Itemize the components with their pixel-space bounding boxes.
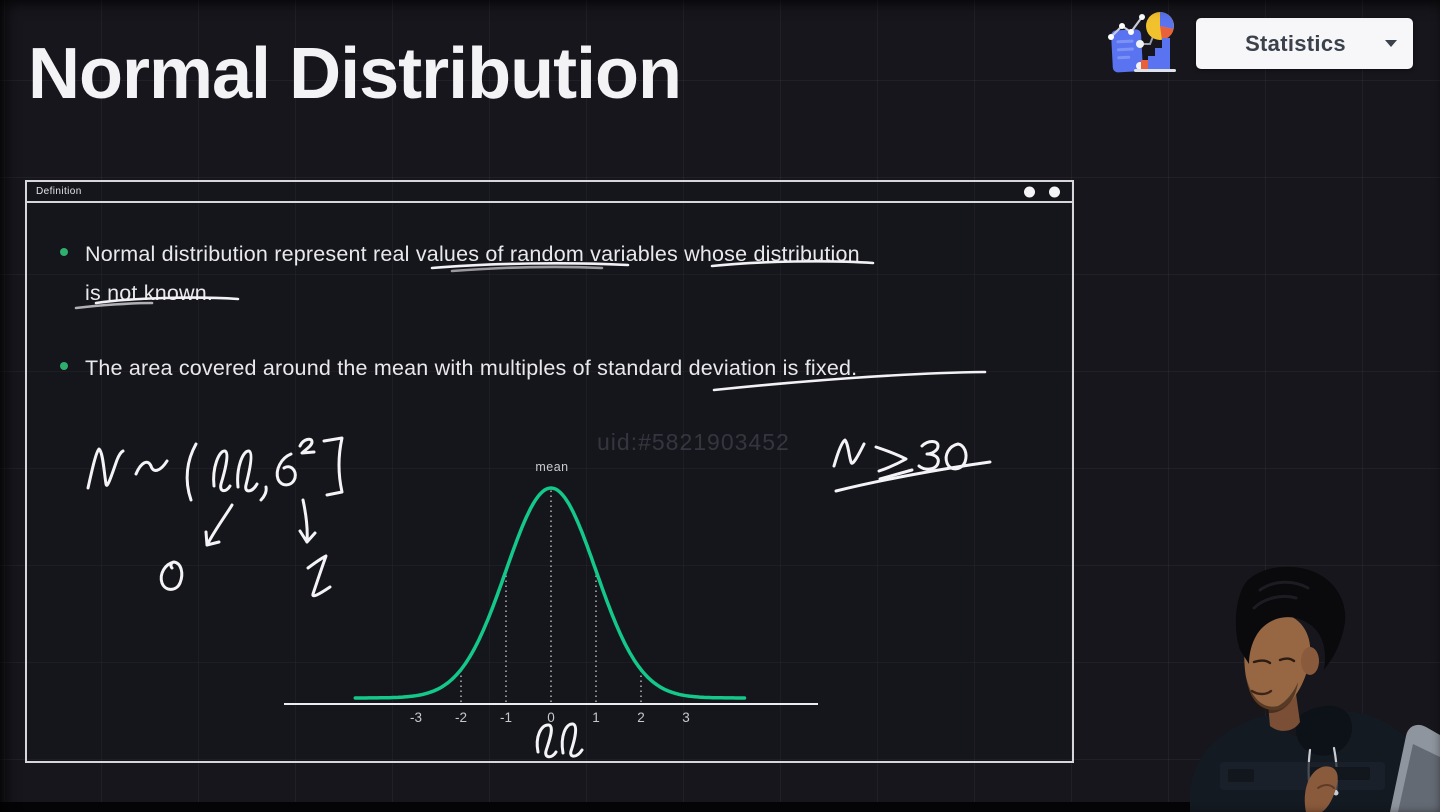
bullet-2-line-1: The area covered around the mean with mu…: [85, 356, 858, 380]
x-tick-label: 2: [637, 710, 645, 725]
hand: [1304, 766, 1338, 812]
x-tick-label: -2: [454, 710, 468, 725]
neck: [1268, 694, 1300, 731]
window-control-dots: [1024, 186, 1060, 197]
subject-dropdown-button[interactable]: Statistics: [1196, 18, 1413, 69]
bullet-1-line-2: is not known.: [85, 280, 214, 305]
x-tick-label: 1: [592, 710, 600, 725]
x-tick-label: -1: [499, 710, 513, 725]
face: [1244, 613, 1311, 711]
x-tick-label: 0: [547, 710, 555, 725]
instructor-webcam: [1190, 566, 1440, 812]
definition-window-titlebar: Definition: [27, 182, 1072, 203]
definition-bullet-2: The area covered around the mean with mu…: [60, 349, 1030, 388]
hair: [1235, 566, 1346, 670]
closed-eyes: [1252, 657, 1296, 665]
x-tick-label: -3: [409, 710, 423, 725]
page-title: Normal Distribution: [28, 34, 682, 114]
window-dot-icon: [1049, 186, 1060, 197]
mouth: [1250, 689, 1273, 696]
subject-dropdown-label: Statistics: [1245, 30, 1346, 56]
hair-texture: [1252, 580, 1310, 610]
x-tick-label: 3: [682, 710, 690, 725]
definition-bullet-1: Normal distribution represent real value…: [60, 235, 1030, 312]
bullet-dot-icon: [60, 362, 68, 370]
mean-label: mean: [535, 460, 569, 474]
uid-watermark: uid:#5821903452: [597, 429, 790, 455]
hood-bunch: [1295, 705, 1353, 756]
bottom-letterbox-bar: [0, 802, 1440, 812]
beard-shadow: [1246, 676, 1298, 714]
ear: [1301, 647, 1319, 675]
bullet-1-line-1: Normal distribution represent real value…: [85, 242, 860, 266]
definition-window-title: Definition: [36, 186, 82, 197]
statistics-analytics-icon: [1108, 12, 1176, 73]
chevron-down-icon: [1385, 40, 1397, 47]
bullet-dot-icon: [60, 248, 68, 256]
window-dot-icon: [1024, 186, 1035, 197]
